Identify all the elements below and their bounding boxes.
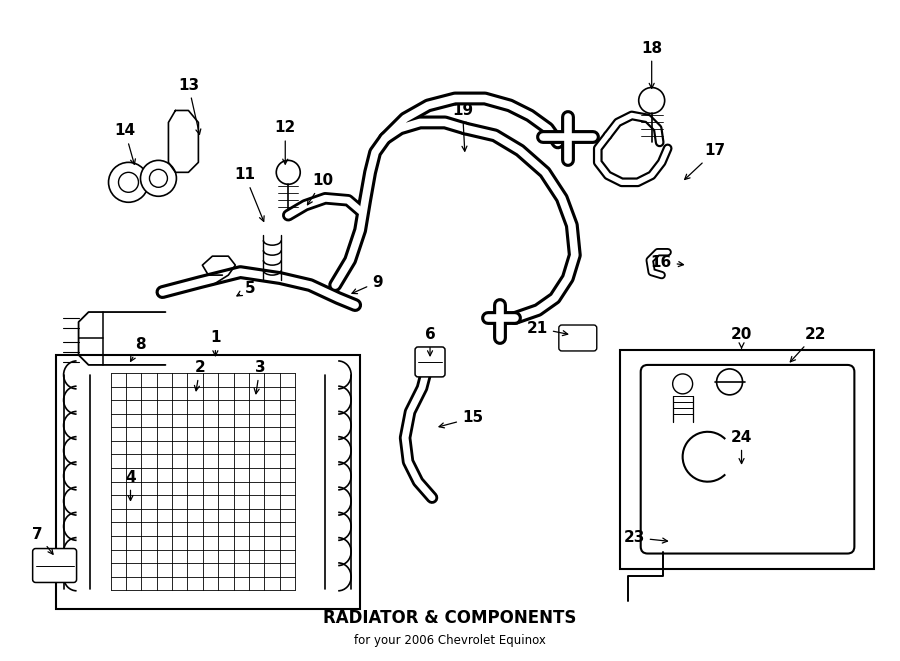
Text: 11: 11 (234, 167, 264, 221)
Text: 17: 17 (685, 143, 725, 179)
Text: 5: 5 (237, 280, 256, 296)
Text: 20: 20 (731, 327, 752, 348)
Text: 8: 8 (130, 337, 146, 362)
Text: 10: 10 (308, 173, 333, 205)
Text: for your 2006 Chevrolet Equinox: for your 2006 Chevrolet Equinox (354, 635, 546, 647)
FancyBboxPatch shape (32, 549, 76, 582)
Text: 15: 15 (439, 410, 483, 428)
Text: 12: 12 (274, 120, 296, 164)
Circle shape (149, 169, 167, 187)
Text: 6: 6 (425, 327, 436, 356)
Text: 14: 14 (114, 124, 136, 165)
Text: 16: 16 (651, 254, 683, 270)
Circle shape (109, 163, 148, 202)
Text: 21: 21 (526, 321, 568, 336)
Text: 24: 24 (731, 430, 752, 463)
Bar (620, 350, 874, 570)
Circle shape (276, 161, 301, 184)
Circle shape (639, 87, 665, 114)
Text: 1: 1 (210, 330, 220, 356)
Text: 13: 13 (178, 77, 201, 134)
FancyBboxPatch shape (415, 347, 445, 377)
Text: 4: 4 (125, 470, 136, 500)
FancyBboxPatch shape (641, 365, 854, 553)
Bar (56, 355, 360, 609)
Text: 23: 23 (624, 530, 668, 545)
Text: 9: 9 (352, 274, 382, 293)
Circle shape (119, 173, 139, 192)
Text: 19: 19 (452, 104, 473, 151)
Text: 22: 22 (790, 327, 826, 362)
Circle shape (672, 374, 693, 394)
Text: 18: 18 (641, 40, 662, 89)
Text: 7: 7 (32, 527, 53, 554)
Circle shape (716, 369, 742, 395)
FancyBboxPatch shape (559, 325, 597, 351)
Text: 3: 3 (254, 360, 266, 394)
Text: RADIATOR & COMPONENTS: RADIATOR & COMPONENTS (323, 609, 577, 627)
Text: 2: 2 (194, 360, 205, 391)
Circle shape (140, 161, 176, 196)
